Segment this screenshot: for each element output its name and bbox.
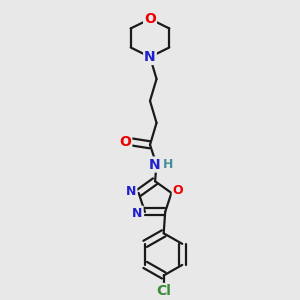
Text: N: N <box>132 207 143 220</box>
Text: O: O <box>144 12 156 26</box>
Text: N: N <box>126 185 136 198</box>
Text: N: N <box>144 50 156 64</box>
Text: O: O <box>173 184 183 197</box>
Text: H: H <box>163 158 173 171</box>
Text: Cl: Cl <box>156 284 171 298</box>
Text: O: O <box>119 135 131 149</box>
Text: N: N <box>148 158 160 172</box>
